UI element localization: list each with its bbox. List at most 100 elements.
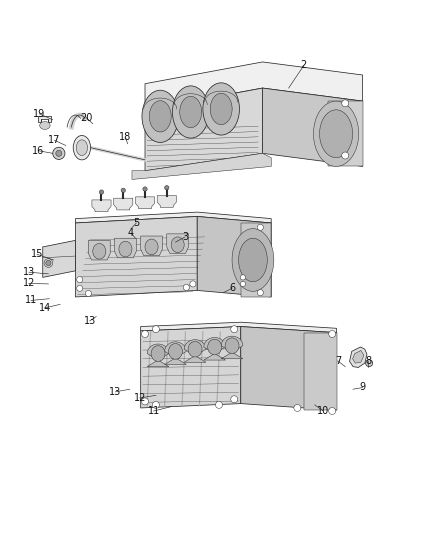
Ellipse shape bbox=[40, 122, 50, 130]
Text: 11: 11 bbox=[148, 406, 160, 416]
Ellipse shape bbox=[239, 238, 267, 282]
Ellipse shape bbox=[190, 281, 196, 287]
Text: 4: 4 bbox=[128, 228, 134, 238]
Ellipse shape bbox=[320, 110, 353, 158]
Ellipse shape bbox=[294, 405, 301, 411]
Text: 10: 10 bbox=[317, 406, 329, 416]
Text: 13: 13 bbox=[23, 267, 35, 277]
Text: 17: 17 bbox=[48, 135, 61, 146]
Polygon shape bbox=[197, 216, 271, 297]
Polygon shape bbox=[115, 238, 136, 258]
Polygon shape bbox=[43, 240, 75, 277]
Polygon shape bbox=[88, 240, 110, 260]
Ellipse shape bbox=[53, 147, 65, 159]
Polygon shape bbox=[204, 337, 226, 360]
Ellipse shape bbox=[180, 96, 201, 128]
Ellipse shape bbox=[328, 330, 336, 337]
Text: 13: 13 bbox=[84, 316, 96, 326]
Polygon shape bbox=[350, 347, 367, 367]
Polygon shape bbox=[147, 344, 169, 367]
Text: 6: 6 bbox=[229, 283, 235, 293]
Polygon shape bbox=[165, 342, 186, 365]
Ellipse shape bbox=[73, 135, 91, 160]
Text: 2: 2 bbox=[301, 60, 307, 70]
Ellipse shape bbox=[208, 339, 222, 355]
Text: 13: 13 bbox=[110, 387, 121, 397]
Polygon shape bbox=[92, 200, 111, 212]
Ellipse shape bbox=[169, 344, 183, 359]
Ellipse shape bbox=[328, 408, 336, 415]
Polygon shape bbox=[304, 333, 336, 410]
Text: 15: 15 bbox=[31, 249, 43, 260]
Ellipse shape bbox=[257, 224, 263, 230]
Ellipse shape bbox=[85, 290, 92, 296]
Polygon shape bbox=[328, 101, 363, 166]
Ellipse shape bbox=[46, 261, 51, 265]
Ellipse shape bbox=[215, 401, 223, 408]
Polygon shape bbox=[145, 88, 262, 171]
Ellipse shape bbox=[173, 86, 209, 138]
Polygon shape bbox=[141, 327, 241, 408]
Text: 18: 18 bbox=[119, 132, 131, 142]
Text: 12: 12 bbox=[23, 278, 35, 288]
Ellipse shape bbox=[314, 101, 359, 166]
Ellipse shape bbox=[342, 100, 349, 107]
Ellipse shape bbox=[366, 360, 373, 367]
Ellipse shape bbox=[145, 239, 158, 255]
Text: 20: 20 bbox=[80, 112, 92, 123]
Text: 8: 8 bbox=[365, 356, 371, 366]
Ellipse shape bbox=[149, 101, 171, 132]
Ellipse shape bbox=[119, 241, 132, 257]
Ellipse shape bbox=[257, 289, 263, 296]
Polygon shape bbox=[241, 223, 271, 297]
Ellipse shape bbox=[142, 90, 179, 142]
Ellipse shape bbox=[210, 93, 232, 125]
Ellipse shape bbox=[151, 346, 165, 361]
Text: 14: 14 bbox=[39, 303, 51, 313]
Ellipse shape bbox=[141, 330, 148, 337]
Text: 7: 7 bbox=[335, 356, 341, 366]
Polygon shape bbox=[145, 62, 363, 110]
Ellipse shape bbox=[184, 284, 189, 290]
Polygon shape bbox=[135, 197, 155, 208]
Ellipse shape bbox=[143, 187, 147, 191]
Polygon shape bbox=[353, 351, 364, 363]
Ellipse shape bbox=[188, 341, 202, 357]
Ellipse shape bbox=[171, 237, 184, 253]
Ellipse shape bbox=[77, 285, 83, 292]
Ellipse shape bbox=[77, 277, 83, 282]
Polygon shape bbox=[75, 216, 197, 297]
Ellipse shape bbox=[225, 338, 239, 353]
Ellipse shape bbox=[141, 398, 148, 405]
Ellipse shape bbox=[232, 229, 274, 292]
Ellipse shape bbox=[44, 259, 53, 268]
Ellipse shape bbox=[240, 275, 246, 280]
Ellipse shape bbox=[231, 396, 238, 403]
Text: 16: 16 bbox=[32, 146, 45, 156]
Ellipse shape bbox=[152, 326, 159, 333]
Ellipse shape bbox=[240, 281, 246, 287]
Polygon shape bbox=[221, 336, 243, 359]
Polygon shape bbox=[241, 327, 336, 410]
Ellipse shape bbox=[121, 188, 125, 192]
Ellipse shape bbox=[342, 152, 349, 159]
Ellipse shape bbox=[99, 190, 104, 194]
Ellipse shape bbox=[93, 244, 106, 259]
Polygon shape bbox=[141, 236, 162, 256]
Polygon shape bbox=[132, 154, 271, 180]
Polygon shape bbox=[39, 116, 51, 122]
Polygon shape bbox=[184, 340, 206, 362]
Polygon shape bbox=[167, 234, 188, 254]
Text: 19: 19 bbox=[33, 109, 46, 119]
Ellipse shape bbox=[165, 185, 169, 190]
Text: 3: 3 bbox=[182, 232, 188, 242]
Ellipse shape bbox=[56, 150, 62, 156]
Polygon shape bbox=[262, 88, 363, 166]
Ellipse shape bbox=[203, 83, 240, 135]
Polygon shape bbox=[157, 196, 177, 207]
Text: 5: 5 bbox=[133, 218, 139, 228]
Ellipse shape bbox=[231, 326, 238, 333]
Polygon shape bbox=[141, 322, 336, 333]
Text: 11: 11 bbox=[25, 295, 37, 305]
Ellipse shape bbox=[152, 401, 159, 408]
